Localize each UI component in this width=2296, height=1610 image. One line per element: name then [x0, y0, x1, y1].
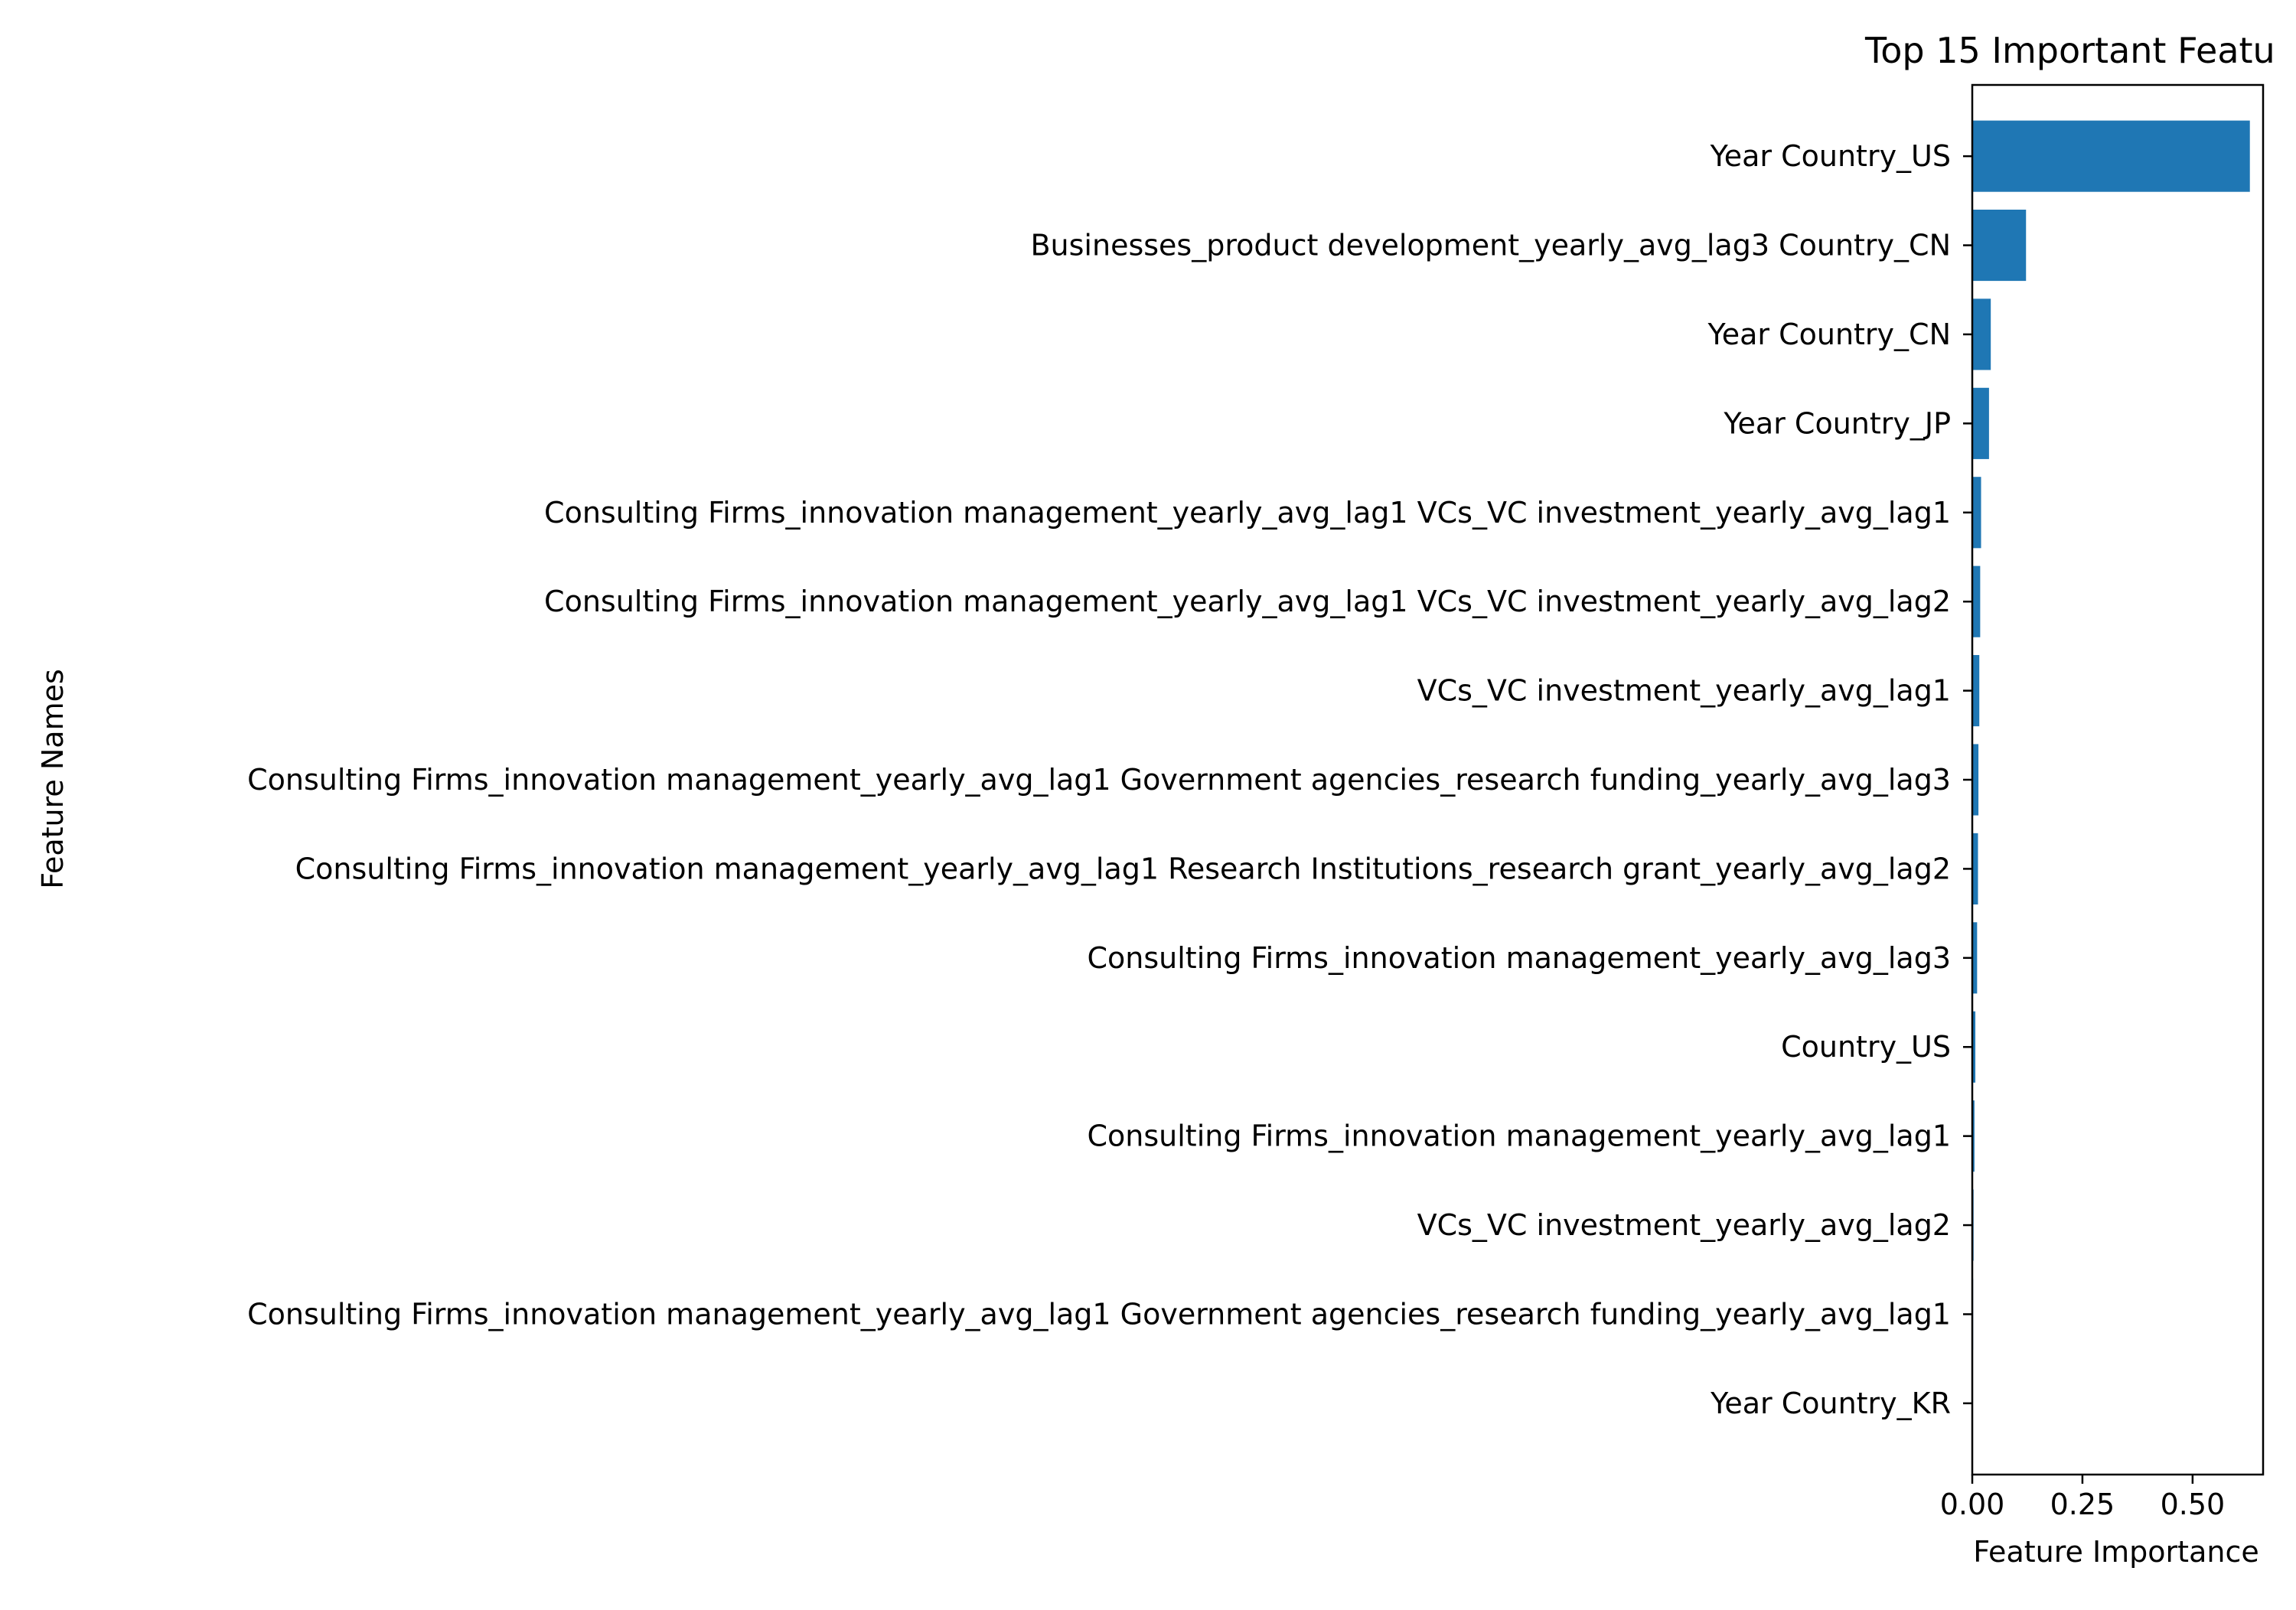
bar-6: [1972, 565, 1981, 637]
bar-group: [1972, 120, 2250, 1439]
y-tick-label: Consulting Firms_innovation management_y…: [544, 585, 1951, 618]
y-tick-label: Country_US: [1781, 1030, 1951, 1064]
y-tick-label: VCs_VC investment_yearly_avg_lag2: [1417, 1208, 1951, 1242]
bar-7: [1972, 655, 1980, 727]
bar-2: [1972, 209, 2027, 282]
y-tick-label: Consulting Firms_innovation management_y…: [544, 496, 1951, 530]
bar-5: [1972, 477, 1981, 549]
bar-1: [1972, 120, 2250, 192]
bar-10: [1972, 922, 1978, 994]
y-tick-label: Consulting Firms_innovation management_y…: [247, 1297, 1951, 1331]
y-tick-label: Consulting Firms_innovation management_y…: [247, 763, 1951, 797]
y-tick-label: Year Country_KR: [1710, 1387, 1951, 1420]
bar-8: [1972, 744, 1979, 816]
x-tick-label: 0.25: [2050, 1488, 2115, 1521]
x-axis-ticks: 0.00 0.25 0.50: [1940, 1475, 2225, 1521]
y-tick-label: VCs_VC investment_yearly_avg_lag1: [1417, 674, 1951, 708]
bar-4: [1972, 387, 1989, 459]
y-tick-label: Consulting Firms_innovation management_y…: [295, 852, 1951, 885]
y-tick-label: Businesses_product development_yearly_av…: [1030, 229, 1951, 262]
y-axis-ticks: Year Country_US Businesses_product develo…: [247, 139, 1972, 1420]
y-tick-label: Year Country_JP: [1723, 406, 1951, 440]
axes-frame: [1971, 83, 2265, 1476]
bar-12: [1972, 1100, 1975, 1172]
x-axis-label: Feature Importance: [1973, 1535, 2258, 1569]
chart-title: Top 15 Important Featu: [1864, 30, 2275, 71]
y-axis-label: Feature Names: [36, 669, 70, 889]
bar-9: [1972, 833, 1978, 904]
x-tick-label: 0.50: [2161, 1488, 2226, 1521]
x-tick-label: 0.00: [1940, 1488, 2005, 1521]
y-tick-label: Year Country_CN: [1707, 318, 1951, 351]
y-tick-label: Year Country_US: [1710, 139, 1951, 173]
bar-3: [1972, 298, 1991, 370]
bar-11: [1972, 1011, 1976, 1083]
y-tick-label: Consulting Firms_innovation management_y…: [1088, 1120, 1952, 1153]
y-tick-label: Consulting Firms_innovation management_y…: [1088, 941, 1952, 975]
